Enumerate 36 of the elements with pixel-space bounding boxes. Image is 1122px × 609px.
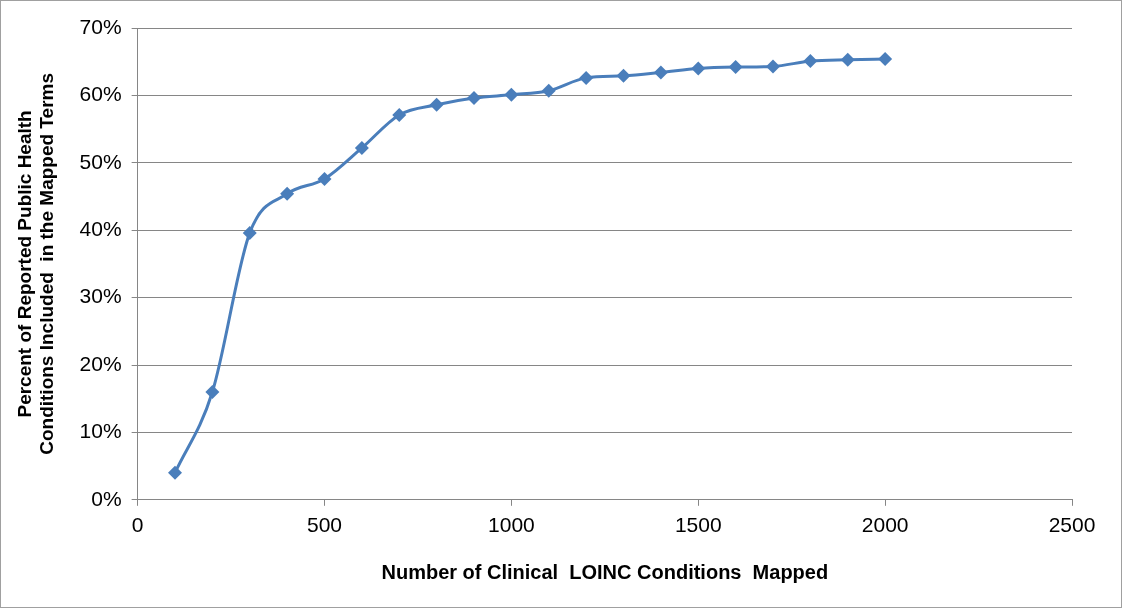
y-tick-label: 50%: [79, 149, 122, 173]
point: [392, 107, 407, 122]
point: [205, 384, 220, 399]
x-tick-label: 2000: [861, 513, 909, 537]
x-tick-label: 500: [306, 513, 343, 537]
point: [878, 52, 893, 66]
point: [653, 65, 668, 80]
point: [429, 97, 444, 112]
point: [354, 140, 369, 155]
point: [541, 83, 556, 98]
point: [579, 70, 594, 85]
y-tick-label: 20%: [79, 351, 122, 375]
x-tick-label: 1500: [674, 513, 722, 537]
point: [317, 171, 332, 186]
point: [840, 52, 855, 67]
x-tick-label: 2500: [1048, 513, 1096, 537]
x-tick-label: 1000: [488, 513, 535, 537]
y-tick-label: 40%: [79, 217, 122, 240]
point: [803, 54, 818, 69]
point: [616, 68, 631, 83]
point: [766, 59, 780, 74]
point: [280, 186, 295, 201]
point: [242, 225, 257, 240]
point: [504, 87, 519, 102]
y-tick-label: 30%: [79, 284, 122, 308]
point: [691, 61, 706, 76]
x-axis-title: Number of Clinical LOINC Conditions Mapped: [381, 560, 829, 583]
point: [168, 465, 183, 480]
x-tick-label: 0: [131, 513, 144, 537]
y-axis-title: Percent of Reported Public Health Conditions Included in the Mapped Terms: [13, 73, 58, 455]
point: [467, 91, 481, 106]
y-tick-label: 0%: [91, 486, 122, 510]
point: [728, 60, 743, 75]
y-tick-label: 70%: [79, 14, 122, 38]
y-tick-label: 10%: [79, 419, 122, 443]
y-tick-label: 60%: [79, 82, 122, 106]
